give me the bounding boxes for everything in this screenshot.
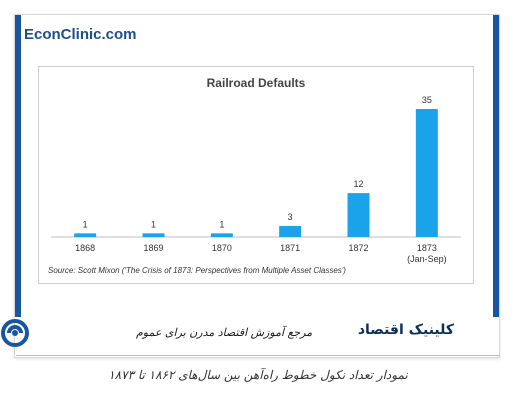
data-label-1871: 3 xyxy=(288,212,293,222)
right-accent-bar xyxy=(493,15,499,317)
bar-1871 xyxy=(279,226,302,237)
figure-caption: نمودار تعداد نکول خطوط راه‌آهن بین سال‌ه… xyxy=(108,368,408,382)
data-label-1872: 12 xyxy=(353,179,363,189)
data-label-1868: 1 xyxy=(83,219,88,229)
tick-label-1869: 1869 xyxy=(143,243,163,253)
data-label-1873: 35 xyxy=(422,95,432,105)
tick-label-1870: 1870 xyxy=(212,243,232,253)
brand-title: EconClinic.com xyxy=(24,26,137,43)
tick-label-1868: 1868 xyxy=(75,243,95,253)
tick-label-1872: 1872 xyxy=(348,243,368,253)
left-accent-bar xyxy=(15,15,21,317)
chart-title: Railroad Defaults xyxy=(207,76,306,90)
data-label-1870: 1 xyxy=(219,219,224,229)
tick-sublabel-1873: (Jan-Sep) xyxy=(407,254,447,264)
divider xyxy=(16,355,500,356)
logo-name: کلینیک اقتصاد xyxy=(357,322,454,338)
bar-1868 xyxy=(74,233,97,237)
logo-tagline: مرجع آموزش اقتصاد مدرن برای عموم xyxy=(136,326,313,339)
chart-source: Source: Scott Mixon ('The Crisis of 1873… xyxy=(48,266,346,275)
tick-label-1873: 1873 xyxy=(417,243,437,253)
bar-1873 xyxy=(415,109,438,237)
tick-label-1871: 1871 xyxy=(280,243,300,253)
data-label-1869: 1 xyxy=(151,219,156,229)
bar-chart: Railroad Defaults 1 1868 1 1869 1 1870 3 1871 12 1… xyxy=(51,76,461,264)
bar-1870 xyxy=(210,233,233,237)
bar-1869 xyxy=(142,233,165,237)
econclinic-logo-icon xyxy=(1,319,29,347)
bar-1872 xyxy=(347,193,370,237)
chart-panel: Railroad Defaults 1 1868 1 1869 1 1870 3 1871 12 1… xyxy=(38,66,474,284)
